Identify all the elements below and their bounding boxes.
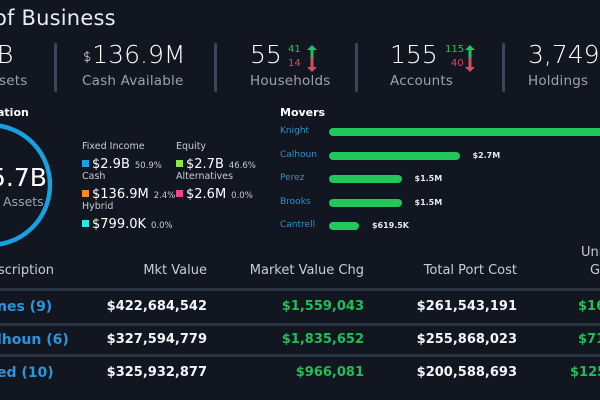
mover-bar xyxy=(329,128,600,136)
mover-bar xyxy=(329,151,460,160)
equity-swatch xyxy=(176,160,183,167)
kpi-divider xyxy=(214,43,217,92)
allocation-title: ation xyxy=(0,106,29,119)
header-divider xyxy=(0,288,600,291)
donut-center-label: Assets xyxy=(3,194,44,209)
legend-item-equity: Equity $2.7B 46.6% xyxy=(176,141,256,172)
legend-pct: 2.4% xyxy=(153,191,176,201)
accounts-down-count: 40 xyxy=(451,58,464,69)
allocation-donut-chart xyxy=(0,123,53,247)
holdings-value: 3,749 xyxy=(528,40,600,69)
total-assets-value: B xyxy=(0,40,14,69)
arrow-up-icon xyxy=(307,45,317,59)
unrealized-gain-cell: $125, xyxy=(570,365,600,380)
legend-name: Equity xyxy=(176,141,207,152)
donut-center-value: 5.7B xyxy=(0,163,47,192)
mkt-value-chg-cell: $1,559,043 xyxy=(281,299,364,314)
legend-name: Fixed Income xyxy=(82,141,145,152)
legend-item-alternatives: Alternatives $2.6M 0.0% xyxy=(176,171,253,202)
legend-value: $799.0K xyxy=(92,217,147,232)
legend-name: Alternatives xyxy=(176,171,234,182)
legend-pct: 50.9% xyxy=(134,161,162,171)
column-header-description[interactable]: scription xyxy=(0,263,55,278)
legend-value: $2.7B xyxy=(186,157,224,172)
total-port-cost-cell: $200,588,693 xyxy=(416,365,517,380)
mover-name[interactable]: Calhoun xyxy=(280,149,317,160)
legend-value: $136.9M xyxy=(92,187,149,202)
mover-value-label: $1.5M xyxy=(414,174,443,183)
mover-value-label: $619.5K xyxy=(371,221,410,230)
legend-pct: 0.0% xyxy=(151,221,173,231)
legend-item-hybrid: Hybrid $799.0K 0.0% xyxy=(82,201,173,232)
column-header-unrealized-line1[interactable]: Unr xyxy=(581,245,600,260)
households-up-count: 41 xyxy=(288,44,301,55)
mover-bar xyxy=(329,222,359,230)
legend-name: Hybrid xyxy=(82,201,114,212)
accounts-label: Accounts xyxy=(390,73,454,89)
households-down-count: 14 xyxy=(288,58,301,69)
donut-ring xyxy=(0,123,53,247)
mkt-value-cell: $327,594,779 xyxy=(106,332,207,347)
kpi-divider xyxy=(355,43,358,92)
holdings-label: Holdings xyxy=(528,73,589,89)
total-port-cost-cell: $255,868,023 xyxy=(416,332,517,347)
cash-available-value: $136.9M xyxy=(83,40,185,69)
cash-amount: 136.9M xyxy=(92,40,186,69)
column-header-mkt-value-chg[interactable]: Market Value Chg xyxy=(249,263,364,278)
currency-symbol: $ xyxy=(83,50,92,65)
arrow-down-icon xyxy=(465,58,475,72)
mkt-value-chg-cell: $966,081 xyxy=(295,365,364,380)
household-link[interactable]: lhoun (6) xyxy=(0,332,69,348)
movers-title: Movers xyxy=(280,106,326,119)
mover-value-label: $1.5M xyxy=(414,197,443,207)
legend-pct: 46.6% xyxy=(228,161,256,171)
mkt-value-cell: $422,684,542 xyxy=(106,299,207,314)
total-assets-label: sets xyxy=(0,73,28,89)
accounts-value: 155 xyxy=(390,40,438,69)
mover-name[interactable]: Knight xyxy=(280,126,310,136)
page-title: of Business xyxy=(0,6,116,30)
kpi-divider xyxy=(54,43,57,92)
kpi-divider xyxy=(502,43,505,92)
mkt-value-chg-cell: $1,835,652 xyxy=(281,332,364,347)
column-header-unrealized-line2[interactable]: Ga xyxy=(590,263,600,278)
mover-name[interactable]: Perez xyxy=(280,173,305,183)
mover-name[interactable]: Cantrell xyxy=(280,220,316,230)
total-port-cost-cell: $261,543,191 xyxy=(416,299,517,314)
legend-pct: 0.0% xyxy=(231,191,253,201)
household-link[interactable]: ed (10) xyxy=(0,365,54,381)
legend-name: Cash xyxy=(82,171,106,182)
mover-name[interactable]: Brooks xyxy=(280,196,311,207)
row-divider xyxy=(0,354,600,357)
mover-bar xyxy=(329,198,402,207)
unrealized-gain-cell: $71 xyxy=(578,332,600,347)
households-value: 55 xyxy=(250,40,282,69)
legend-value: $2.9B xyxy=(92,157,130,172)
arrow-up-icon xyxy=(465,45,475,59)
cash-available-label: Cash Available xyxy=(82,73,184,89)
cash-swatch xyxy=(82,190,89,197)
row-divider xyxy=(0,323,600,326)
legend-item-fixed-income: Fixed Income $2.9B 50.9% xyxy=(82,141,162,172)
fixed-income-swatch xyxy=(82,160,89,167)
household-link[interactable]: nes (9) xyxy=(0,299,53,315)
alternatives-swatch xyxy=(176,190,183,197)
unrealized-gain-cell: $16 xyxy=(578,299,600,314)
donut-segment-fixed-income xyxy=(0,123,53,247)
column-header-total-port-cost[interactable]: Total Port Cost xyxy=(423,263,517,278)
legend-item-cash: Cash $136.9M 2.4% xyxy=(82,171,175,202)
hybrid-swatch xyxy=(82,220,89,227)
mkt-value-cell: $325,932,877 xyxy=(106,365,207,380)
legend-value: $2.6M xyxy=(186,187,227,202)
households-label: Households xyxy=(250,73,331,89)
mover-value-label: $2.7M xyxy=(472,150,501,160)
accounts-up-count: 115 xyxy=(445,44,465,55)
column-header-mkt-value[interactable]: Mkt Value xyxy=(143,263,207,278)
arrow-down-icon xyxy=(307,58,317,72)
mover-bar xyxy=(329,175,402,183)
